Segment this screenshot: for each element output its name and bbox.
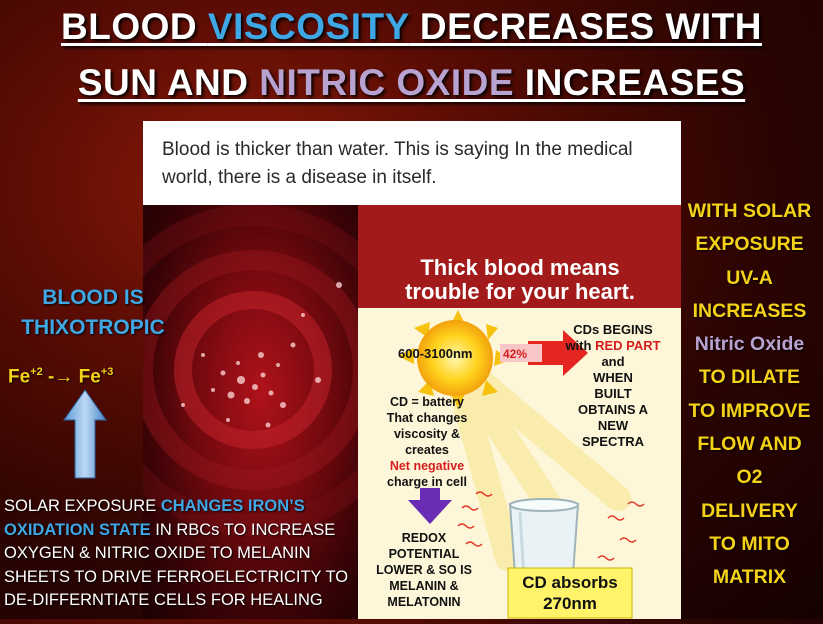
heart-banner [358,205,681,308]
heart-banner-line-2: trouble for your heart. [405,279,635,304]
iron-oxidation-label: Fe+2 -→ Fe+3 [8,366,113,388]
spectrum-label: 600-3100nm [398,346,473,361]
blood-cells-image [87,204,419,619]
quote-text: Blood is thicker than water. This is say… [162,139,633,188]
cd-begins-red-part: RED PART [595,338,661,353]
cd-absorbs-box [507,567,633,619]
battery-line: creates [405,443,449,457]
cd-absorbs-line: CD absorbs [522,573,618,592]
thixotropic-line: THIXOTROPIC [21,316,165,339]
solar-text-part: IN RBCs TO INCREASE OXYGEN & NITRIC OXID… [4,520,349,610]
title-text: INCREASES [514,62,746,103]
title-text: SUN AND [77,62,260,103]
heart-banner-text: Thick blood means trouble for your heart… [370,256,670,304]
cd-begins-line: BUILT [594,386,632,401]
cd-battery-text: CD = battery That changes viscosity & cr… [372,394,482,490]
right-line-nitric-oxide: Nitric Oxide [694,333,805,356]
right-line: DELIVERY [701,499,798,522]
right-line: WITH SOLAR [687,200,812,222]
cd-begins-line: CDs BEGINS [573,322,653,337]
fe-to: Fe [78,366,101,388]
cd-absorbs-line: 270nm [543,594,597,613]
right-line: UV-A [726,266,773,289]
title-nitric-oxide: NITRIC OXIDE [259,62,515,103]
battery-net-negative: Net negative [389,459,465,473]
title-viscosity: VISCOSITY [207,6,410,47]
redox-line: POTENTIAL [388,547,460,561]
title-text: BLOOD [61,6,208,47]
down-arrow-icon [408,488,452,524]
right-line: FLOW AND [697,433,802,456]
right-line: INCREASES [692,299,807,322]
cd-begins-with: with [565,338,592,353]
diagram-panel: 600-3100nm 42% CDs BEGINS with RED PART … [358,308,681,619]
thixotropic-line: BLOOD IS [42,286,144,309]
redox-line: REDOX [401,531,447,545]
redox-line: MELANIN & [389,579,459,593]
percent-label: 42% [503,347,528,361]
battery-line: viscosity & [393,427,460,441]
cd-begins-line: SPECTRA [581,434,645,449]
solar-text-part: SOLAR EXPOSURE [4,497,161,515]
solar-text-highlight: CHANGES IRON’S OXIDATION STATE [4,497,305,539]
cd-begins-line: NEW [597,418,629,433]
battery-line: CD = battery [390,395,464,409]
right-line: TO MITO [709,532,790,555]
cd-begins-line: WHEN [593,370,633,385]
quote-card [143,121,681,205]
heart-banner-line-1: Thick blood means [420,255,620,280]
right-line: TO IMPROVE [688,399,811,422]
title-line-1: BLOOD VISCOSITY DECREASES WITH [0,6,823,48]
cd-begins-text: CDs BEGINS with RED PART and WHEN BUILT … [558,322,668,450]
cd-begins-line: OBTAINS A [577,402,649,417]
redox-text: REDOX POTENTIAL LOWER & SO IS MELANIN & … [364,530,484,610]
title-text: DECREASES WITH [409,6,762,47]
cd-begins-and: and [601,354,625,369]
redox-line: MELATONIN [387,595,461,609]
right-line: TO DILATE [698,366,801,389]
battery-line: That changes [386,411,468,425]
cd-begins-line: with RED PART and [558,338,668,370]
title-line-2: SUN AND NITRIC OXIDE INCREASES [0,62,823,104]
solar-exposure-text: SOLAR EXPOSURE CHANGES IRON’S OXIDATION … [4,495,364,613]
thixotropic-label: BLOOD IS THIXOTROPIC [18,283,168,343]
battery-line: charge in cell [387,475,467,489]
sun-icon [417,320,493,396]
right-column-text: WITH SOLAR EXPOSURE UV-A INCREASES Nitri… [676,195,823,595]
right-line: O2 [736,466,763,489]
right-line: MATRIX [712,566,787,589]
fe-to-charge: +3 [100,366,114,378]
right-arrow-icon [528,330,588,376]
fe-arrow: -→ [42,366,79,388]
right-line: EXPOSURE [695,233,804,256]
sun-rays-graphic [398,310,645,619]
up-arrow-icon [63,389,107,479]
fe-from: Fe [8,366,31,388]
fe-from-charge: +2 [30,366,43,378]
redox-line: LOWER & SO IS [376,563,472,577]
cd-absorbs-text: CD absorbs 270nm [508,572,632,614]
